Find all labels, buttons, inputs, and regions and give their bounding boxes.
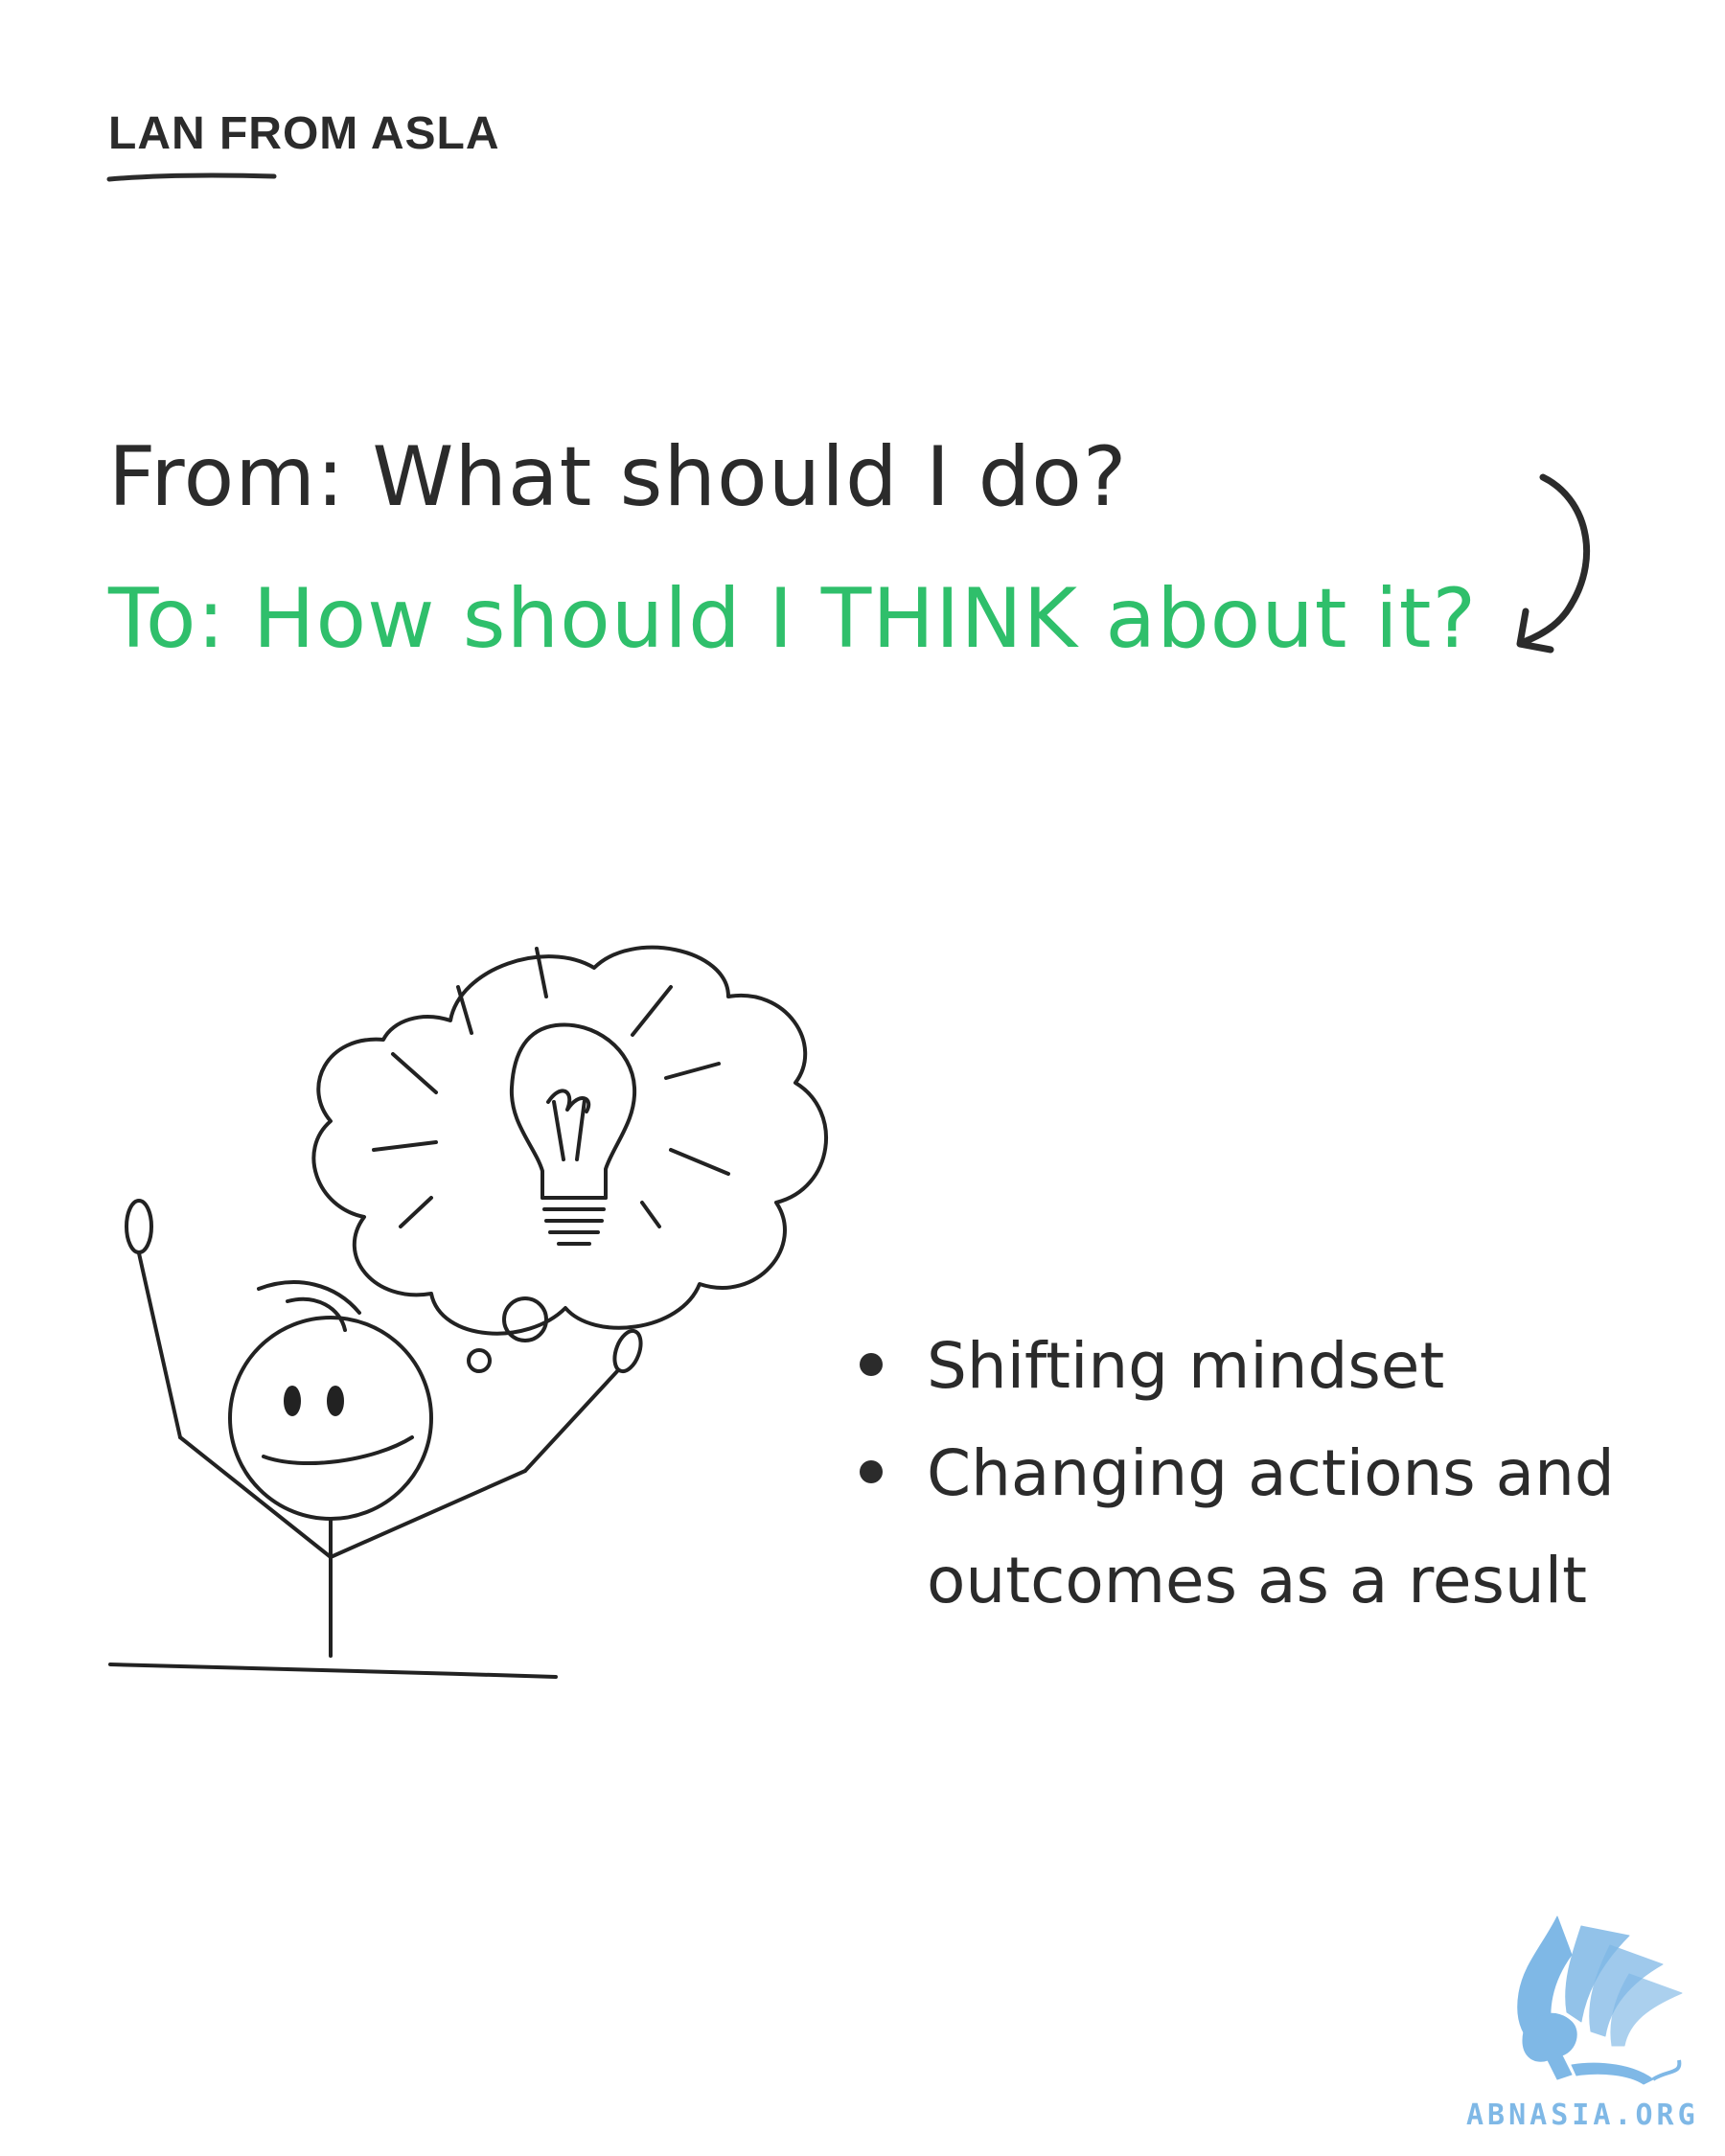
bullet-dot-icon bbox=[860, 1353, 883, 1376]
lightbulb-icon bbox=[372, 947, 730, 1246]
brand-underline bbox=[106, 172, 277, 182]
headline-to: To: How should I THINK about it? bbox=[108, 571, 1478, 667]
brand-title: LAN FROM ASLA bbox=[108, 108, 500, 159]
stick-figure-icon bbox=[108, 1199, 643, 1679]
bullet-item: Shifting mindset bbox=[858, 1313, 1644, 1420]
bullet-dot-icon bbox=[860, 1460, 883, 1483]
bullet-text: Changing actions and outcomes as a resul… bbox=[927, 1436, 1615, 1617]
stick-figure-illustration bbox=[108, 945, 828, 1679]
bullet-text: Shifting mindset bbox=[927, 1329, 1445, 1403]
griffin-logo-icon bbox=[1517, 1915, 1683, 2085]
curved-arrow-icon bbox=[1516, 473, 1591, 654]
headline-from: From: What should I do? bbox=[108, 429, 1128, 525]
bullet-item: Changing actions and outcomes as a resul… bbox=[858, 1420, 1644, 1635]
bullet-list: Shifting mindset Changing actions and ou… bbox=[858, 1313, 1644, 1635]
logo-text: ABNASIA.ORG bbox=[1466, 2099, 1699, 2132]
thought-bubble-icon bbox=[311, 945, 828, 1373]
